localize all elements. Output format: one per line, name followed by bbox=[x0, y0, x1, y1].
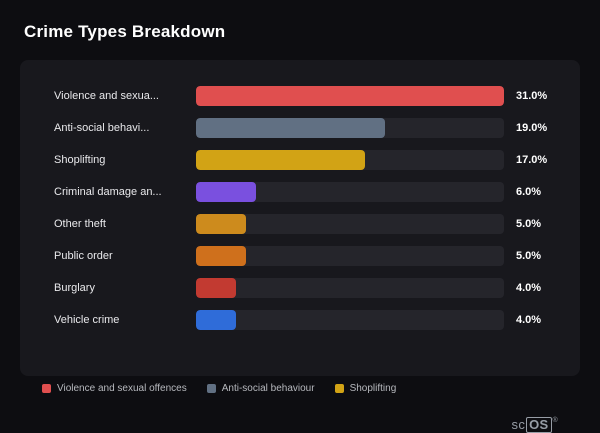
category-label: Vehicle crime bbox=[54, 314, 120, 326]
legend-swatch bbox=[206, 384, 216, 393]
bar-row: Other theft 5.0% bbox=[34, 214, 566, 234]
bar-row: Violence and sexua... 31.0% bbox=[34, 86, 566, 106]
bar-track bbox=[196, 118, 504, 138]
value-label: 4.0% bbox=[516, 314, 542, 326]
legend-label: Anti-social behaviour bbox=[221, 383, 315, 394]
legend-swatch bbox=[334, 384, 344, 393]
legend-label: Shoplifting bbox=[349, 383, 397, 394]
bar-track bbox=[196, 246, 504, 266]
bar-fill[interactable] bbox=[196, 182, 256, 202]
bar-track bbox=[196, 214, 504, 234]
legend: Violence and sexual offences Anti-social … bbox=[42, 383, 396, 394]
value-label: 31.0% bbox=[516, 90, 548, 102]
value-label: 5.0% bbox=[516, 250, 542, 262]
registered-icon: ® bbox=[552, 417, 558, 424]
bar-fill[interactable] bbox=[196, 118, 385, 138]
page-title: Crime Types Breakdown bbox=[24, 22, 226, 41]
bar-row: Burglary 4.0% bbox=[34, 278, 566, 298]
category-label: Other theft bbox=[54, 218, 106, 230]
bar-fill[interactable] bbox=[196, 86, 504, 106]
legend-swatch bbox=[42, 384, 51, 393]
bar-fill[interactable] bbox=[196, 150, 365, 170]
value-label: 17.0% bbox=[516, 154, 548, 166]
bar-fill[interactable] bbox=[196, 214, 246, 234]
chart-card: Violence and sexua... 31.0% Anti-social be… bbox=[20, 60, 580, 433]
bar-fill[interactable] bbox=[196, 246, 246, 266]
bar-track bbox=[196, 182, 504, 202]
category-label: Shoplifting bbox=[54, 154, 106, 166]
bar-track bbox=[196, 150, 504, 170]
bar-fill[interactable] bbox=[196, 278, 236, 298]
bar-row: Vehicle crime 4.0% bbox=[34, 310, 566, 330]
bar-row: Shoplifting 17.0% bbox=[34, 150, 566, 170]
category-label: Anti-social behavi... bbox=[54, 122, 150, 134]
legend-item[interactable]: Shoplifting bbox=[334, 383, 397, 394]
value-label: 4.0% bbox=[516, 282, 542, 294]
watermark-box: OS bbox=[526, 417, 552, 433]
bar-rows: Violence and sexua... 31.0% Anti-social be… bbox=[20, 86, 580, 342]
category-label: Violence and sexua... bbox=[54, 90, 159, 102]
category-label: Burglary bbox=[54, 282, 95, 294]
bar-track bbox=[196, 278, 504, 298]
bar-row: Criminal damage an... 6.0% bbox=[34, 182, 566, 202]
bar-row: Public order 5.0% bbox=[34, 246, 566, 266]
legend-item[interactable]: Anti-social behaviour bbox=[206, 383, 315, 394]
category-label: Criminal damage an... bbox=[54, 186, 162, 198]
value-label: 5.0% bbox=[516, 218, 542, 230]
value-label: 19.0% bbox=[516, 122, 548, 134]
value-label: 6.0% bbox=[516, 186, 542, 198]
legend-label: Violence and sexual offences bbox=[57, 383, 187, 394]
bar-track bbox=[196, 310, 504, 330]
watermark-prefix: sc bbox=[511, 417, 526, 432]
bar-track bbox=[196, 86, 504, 106]
scos-watermark: sc OS ® bbox=[512, 417, 558, 433]
category-label: Public order bbox=[54, 250, 113, 262]
legend-item[interactable]: Violence and sexual offences bbox=[42, 383, 187, 394]
bar-fill[interactable] bbox=[196, 310, 236, 330]
bar-row: Anti-social behavi... 19.0% bbox=[34, 118, 566, 138]
